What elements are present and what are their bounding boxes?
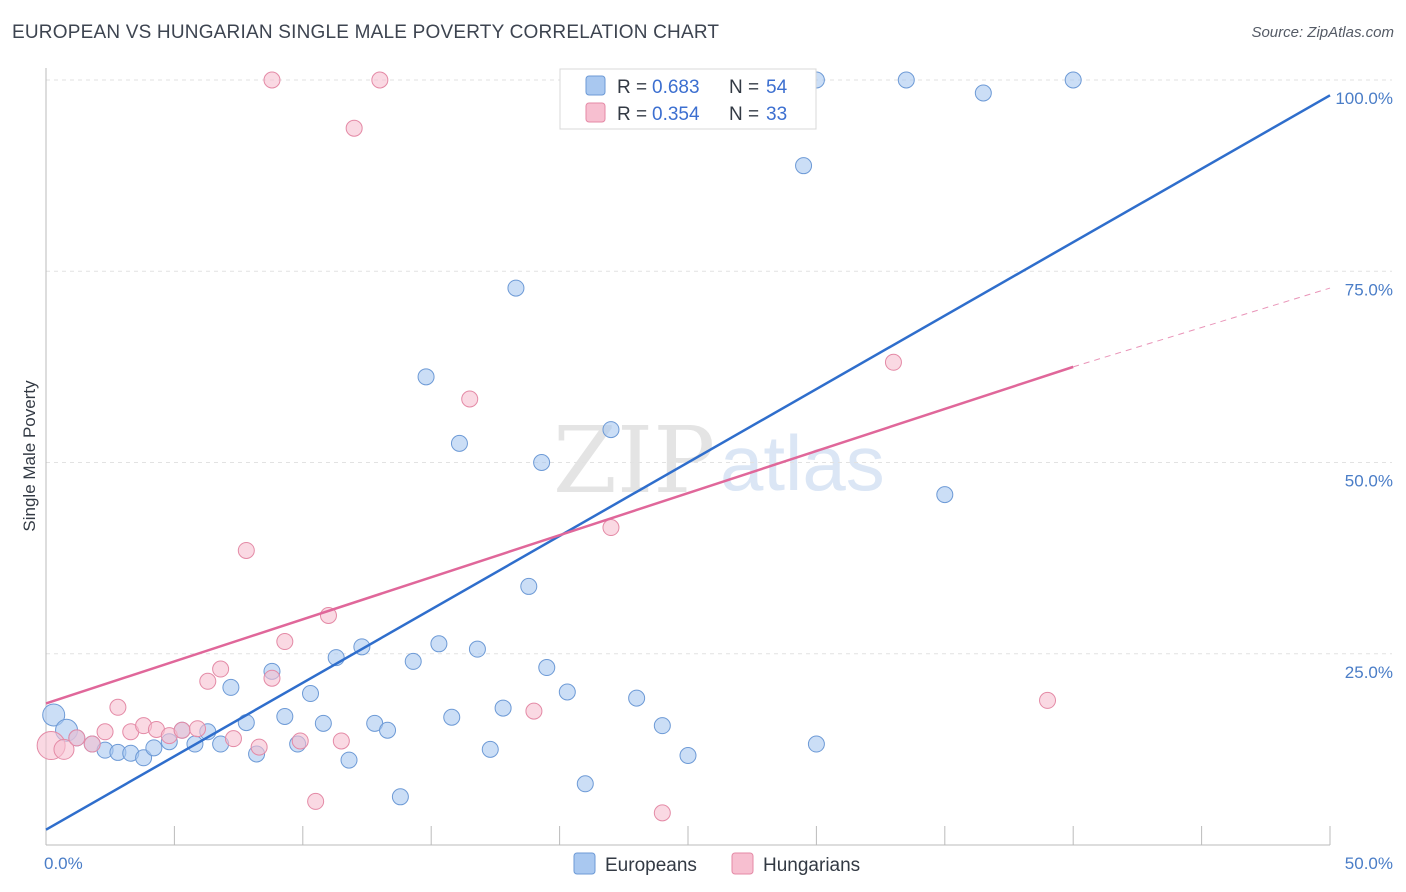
hungarians-point [653, 804, 671, 822]
europeans-point [443, 708, 461, 726]
hungarians-point [332, 732, 350, 750]
hungarians-point [263, 71, 281, 89]
europeans-point [936, 486, 954, 504]
europeans-point [1064, 71, 1082, 89]
europeans-point [430, 635, 448, 653]
europeans-point [653, 717, 671, 735]
europeans-point [897, 71, 915, 89]
hungarians-point [173, 721, 191, 739]
watermark-zip: ZIP [553, 407, 715, 514]
europeans-point [558, 683, 576, 701]
europeans-point [417, 368, 435, 386]
europeans-point [807, 735, 825, 753]
x-tick-label: 0.0% [44, 854, 83, 873]
hungarians-n-label: N = [729, 104, 759, 125]
europeans-point [974, 84, 992, 102]
europeans-n-label: N = [729, 77, 759, 98]
hungarians-point [1039, 691, 1057, 709]
hungarians-point [276, 633, 294, 651]
europeans-point [379, 721, 397, 739]
europeans-point [576, 775, 594, 793]
hungarians-trend-extension [1073, 287, 1331, 368]
y-tick-label: 75.0% [1345, 280, 1393, 299]
europeans-point [135, 749, 153, 767]
hungarians-point [263, 669, 281, 687]
y-tick-label: 25.0% [1345, 663, 1393, 682]
europeans-point [302, 685, 320, 703]
europeans-point [494, 699, 512, 717]
y-tick-label: 50.0% [1345, 472, 1393, 491]
europeans-point [538, 659, 556, 677]
hungarians-n-value: 33 [766, 104, 787, 125]
hungarians-r-value: 0.354 [652, 104, 700, 125]
europeans-point [391, 788, 409, 806]
tick-labels: 25.0% 50.0% 75.0% 100.0% 0.0% 50.0% [44, 89, 1393, 873]
hungarians-point [109, 698, 127, 716]
hungarians-point [96, 723, 114, 741]
europeans-point [42, 703, 66, 727]
hungarians-point [53, 738, 75, 760]
europeans-r-value: 0.683 [652, 77, 700, 98]
hungarians-point [307, 792, 325, 810]
europeans-point [468, 640, 486, 658]
y-tick-label: 100.0% [1335, 89, 1393, 108]
europeans-point [145, 739, 163, 757]
europeans-point [520, 577, 538, 595]
hungarians-trend-line [45, 365, 1074, 705]
x-tick-label: 50.0% [1345, 854, 1393, 873]
legend-hungarians-swatch [731, 852, 754, 875]
europeans-swatch [585, 75, 606, 96]
hungarians-point [525, 702, 543, 720]
hungarians-point [68, 729, 86, 747]
hungarians-point [884, 353, 902, 371]
hungarians-point [189, 720, 207, 738]
hungarians-point [250, 738, 268, 756]
source-credit: Source: ZipAtlas.com [1251, 24, 1394, 41]
hungarians-point [224, 730, 242, 748]
europeans-point [222, 678, 240, 696]
hungarians-r-label: R = [617, 104, 647, 125]
data-points [36, 71, 1082, 822]
europeans-point [404, 652, 422, 670]
stats-legend: R = 0.683 N = 54 R = 0.354 N = 33 [559, 68, 817, 130]
hungarians-point [212, 660, 230, 678]
europeans-point [602, 421, 620, 439]
hungarians-point [371, 71, 389, 89]
europeans-trend-line [45, 94, 1331, 831]
hungarians-point [237, 541, 255, 559]
europeans-point [533, 454, 551, 471]
europeans-point [795, 157, 813, 175]
series-legend: Europeans Hungarians [573, 852, 860, 876]
trend-lines [45, 94, 1331, 831]
europeans-point [481, 740, 499, 758]
europeans-point [628, 689, 646, 707]
europeans-n-value: 54 [766, 77, 788, 98]
europeans-point [276, 707, 294, 725]
europeans-r-label: R = [617, 77, 647, 98]
legend-europeans-swatch [573, 852, 596, 875]
hungarians-point [345, 119, 363, 137]
europeans-point [679, 746, 697, 764]
europeans-point [340, 751, 358, 769]
europeans-point [314, 714, 332, 732]
hungarians-swatch [585, 102, 606, 123]
europeans-point [450, 434, 468, 452]
legend-europeans-label: Europeans [605, 855, 697, 876]
y-axis-label: Single Male Poverty [20, 380, 39, 532]
hungarians-point [602, 519, 620, 537]
hungarians-point [461, 390, 479, 408]
hungarians-point [291, 732, 309, 750]
chart-title: EUROPEAN VS HUNGARIAN SINGLE MALE POVERT… [12, 22, 720, 43]
watermark: ZIP atlas [553, 407, 885, 514]
hungarians-point [199, 672, 217, 690]
hungarians-point [83, 735, 101, 753]
legend-hungarians-label: Hungarians [763, 855, 860, 876]
gridlines [46, 79, 1392, 655]
europeans-point [507, 279, 525, 297]
